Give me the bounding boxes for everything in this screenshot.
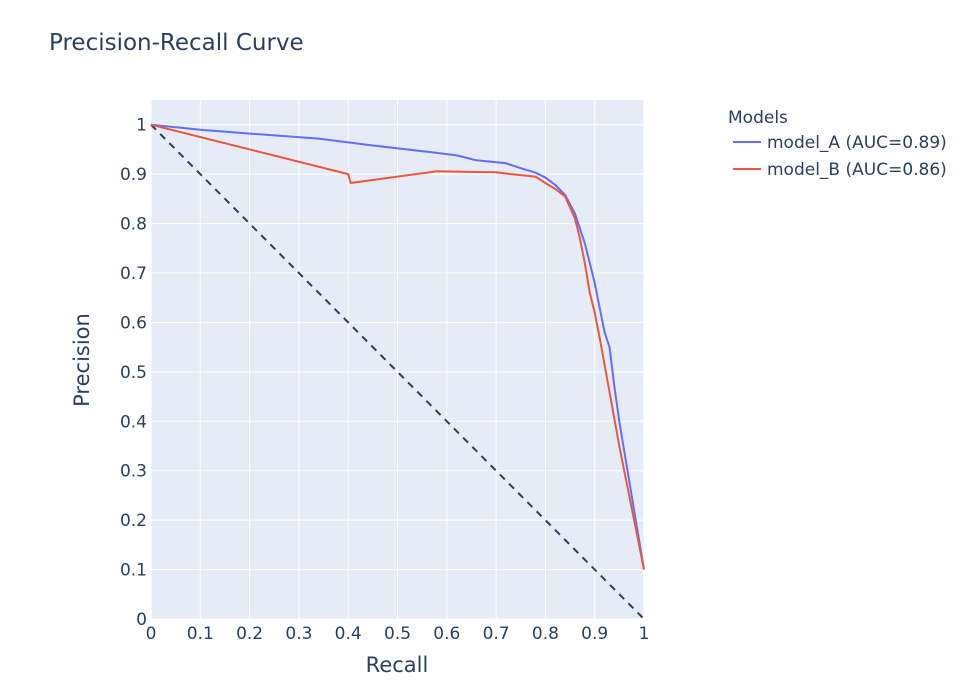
- legend-items: model_A (AUC=0.89) model_B (AUC=0.86): [733, 133, 947, 180]
- y-tick-label: 0.8: [120, 215, 147, 235]
- x-axis-title: Recall: [366, 653, 429, 677]
- series-line-model-b: [150, 123, 645, 570]
- y-tick-label: 0.2: [120, 511, 147, 531]
- y-tick-label: 1: [136, 116, 147, 136]
- y-tick-label: 0.5: [120, 363, 147, 383]
- x-tick-label: 0.4: [335, 624, 362, 644]
- grid-lines: [150, 100, 645, 620]
- y-tick-label: 0.3: [120, 462, 147, 482]
- legend-label: model_A (AUC=0.89): [767, 133, 947, 153]
- legend-title: Models: [728, 108, 788, 128]
- x-tick-label: 1: [639, 624, 650, 644]
- chart-title: Precision-Recall Curve: [49, 30, 304, 56]
- x-tick-label: 0.6: [433, 624, 460, 644]
- x-tick-labels: 0 0.1 0.2 0.3 0.4 0.5 0.6 0.7 0.8 0.9 1: [146, 624, 650, 644]
- x-tick-label: 0.5: [384, 624, 411, 644]
- y-tick-label: 0.1: [120, 561, 147, 581]
- y-tick-label: 0: [136, 610, 147, 630]
- legend: Models model_A (AUC=0.89) model_B (AUC=0.…: [728, 108, 947, 180]
- legend-label: model_B (AUC=0.86): [767, 160, 947, 180]
- y-tick-label: 0.7: [120, 264, 147, 284]
- y-tick-labels: 0 0.1 0.2 0.3 0.4 0.5 0.6 0.7 0.8 0.9 1: [120, 116, 147, 630]
- x-tick-label: 0.3: [285, 624, 312, 644]
- y-axis-title: Precision: [70, 313, 94, 407]
- x-tick-label: 0.2: [236, 624, 263, 644]
- x-tick-label: 0.7: [483, 624, 510, 644]
- y-tick-label: 0.6: [120, 313, 147, 333]
- y-tick-label: 0.9: [120, 165, 147, 185]
- x-tick-label: 0: [146, 624, 157, 644]
- series-layer: [150, 123, 645, 570]
- x-tick-label: 0.9: [581, 624, 608, 644]
- x-tick-label: 0.8: [532, 624, 559, 644]
- x-tick-label: 0.1: [187, 624, 214, 644]
- series-line-model-a: [150, 123, 645, 570]
- y-tick-label: 0.4: [120, 412, 147, 432]
